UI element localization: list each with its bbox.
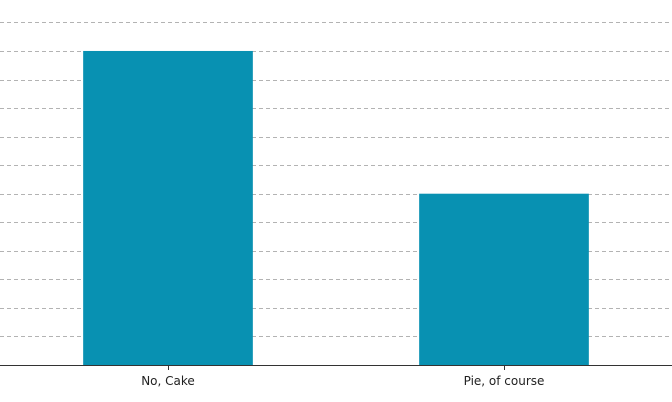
x-tick-labels: No, Cake Pie, of course <box>141 374 544 388</box>
x-tick-label: No, Cake <box>141 374 195 388</box>
bar-pie-of-course[interactable] <box>419 193 589 365</box>
bars <box>83 50 589 365</box>
bar-no-cake[interactable] <box>83 50 253 365</box>
x-tick-label: Pie, of course <box>464 374 545 388</box>
x-ticks <box>168 365 505 370</box>
